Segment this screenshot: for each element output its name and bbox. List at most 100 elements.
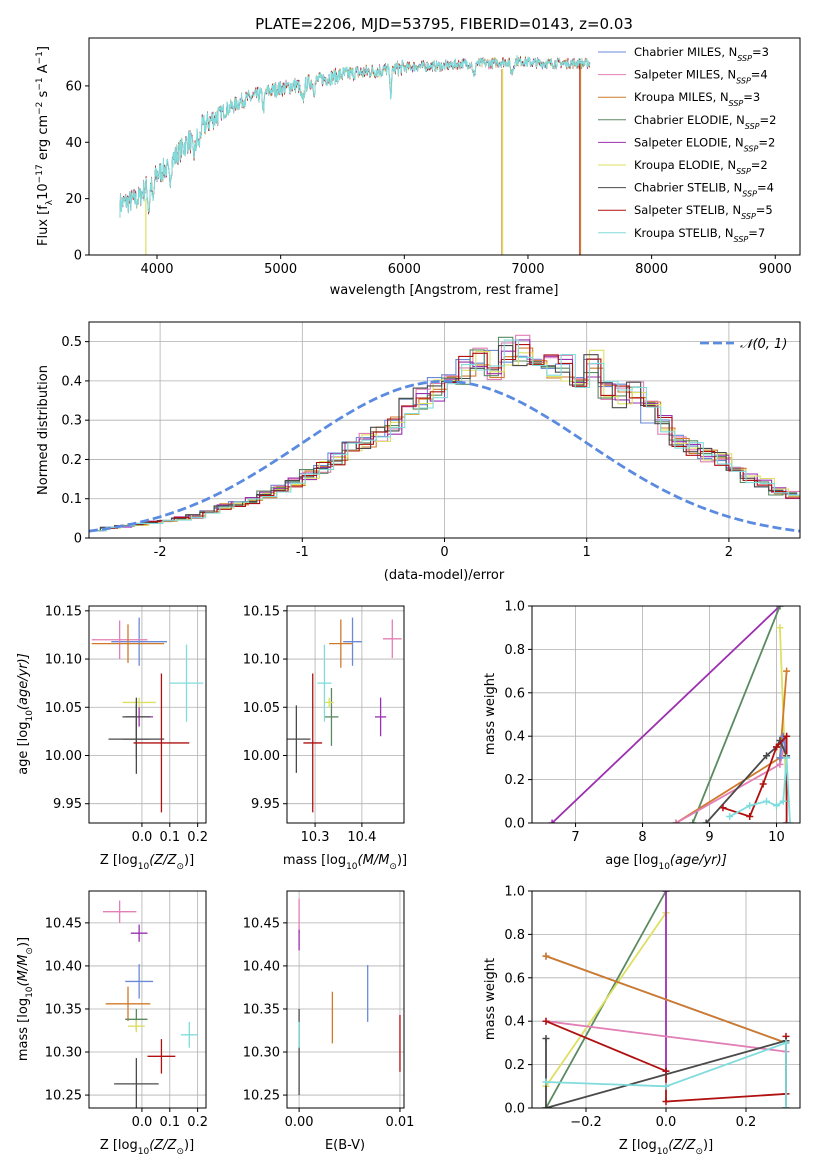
x-tick-label: 0.1 (159, 830, 180, 845)
spectrum-plot-area (119, 55, 591, 255)
weight-marker (662, 1082, 670, 1090)
y-tick-label: 10.40 (45, 959, 82, 974)
y-tick-label: 10.00 (45, 749, 82, 764)
y-tick-label: 1.0 (504, 885, 525, 900)
weight-line (722, 733, 788, 823)
y-tick-label: 0.4 (504, 730, 525, 745)
legend-entry: Chabrier STELIB, NSSP=4 (634, 181, 774, 199)
legend-entry: Salpeter ELODIE, NSSP=2 (634, 135, 775, 153)
errorbar-point (343, 617, 362, 666)
errorbar-point (147, 1039, 176, 1074)
y-tick-label: 10.45 (45, 916, 82, 931)
weight-marker (726, 812, 734, 820)
x-tick-label: 6000 (388, 262, 421, 277)
weight-marker (542, 952, 550, 960)
weight-line (551, 606, 781, 823)
mass-vs-Z-plot-area (102, 900, 198, 1108)
weight-marker (773, 802, 781, 810)
age-vs-mass-plot-area (287, 617, 402, 813)
weight-marker (542, 1104, 550, 1108)
y-tick-label: 10.10 (45, 653, 82, 668)
errorbar-point (111, 617, 167, 666)
weight-vs-age-axes: 7 8 9 10 0.0 0.2 0.4 0.6 0.8 1.0 (504, 600, 800, 845)
x-tick-label: 0.1 (159, 1115, 180, 1130)
x-tick-label: 0.2 (187, 1115, 208, 1130)
spectrum-legend: Chabrier MILES, NSSP=3 Salpeter MILES, NS… (598, 45, 776, 243)
y-tick-label: 9.95 (53, 797, 82, 812)
y-axis-label: mass [log10(M/M⊙)] (16, 937, 35, 1061)
errorbar-point (374, 697, 387, 737)
x-tick-label: -1 (296, 545, 309, 560)
x-axis-label: age [log10(age/yr)] (605, 853, 727, 872)
weight-marker (776, 754, 784, 762)
y-tick-label: 10.45 (243, 916, 280, 931)
y-tick-label: 9.95 (251, 797, 280, 812)
weight-marker (542, 1035, 550, 1043)
weight-line (691, 606, 781, 823)
residuals-plot-area (89, 334, 800, 533)
residuals-axes: -2 -1 0 1 2 0 0.1 0.2 0.3 0.4 0.5 (61, 322, 800, 560)
x-axis-label: (data-model)/error (384, 568, 505, 583)
x-tick-label: 8 (638, 830, 646, 845)
weight-marker (548, 819, 556, 823)
y-tick-label: 10.05 (45, 701, 82, 716)
y-tick-label: 0.4 (61, 374, 82, 389)
legend-entry: Chabrier MILES, NSSP=3 (634, 45, 769, 63)
errorbar-point (114, 1058, 159, 1108)
errorbar-point (102, 900, 137, 923)
y-axis-label: Flux [fλ10−17 erg cm−2 s−1 A−1] (35, 46, 55, 246)
x-tick-label: 0.0 (132, 830, 153, 845)
weight-marker (763, 752, 770, 760)
weight-vs-Z-frame (531, 890, 801, 1109)
age-vs-Z-axes: 0.0 0.1 0.2 9.95 10.00 10.05 10.10 10.15 (45, 604, 208, 845)
legend-entry: Chabrier ELODIE, NSSP=2 (634, 113, 776, 131)
x-axis-label: wavelength [Angstrom, rest frame] (330, 283, 559, 298)
errorbar-point (133, 673, 190, 813)
weight-marker (542, 1078, 550, 1086)
histogram-step (91, 339, 800, 532)
legend-entry: Kroupa STELIB, NSSP=7 (634, 226, 765, 244)
weight-marker (759, 780, 767, 788)
mass-vs-ebv-frame (286, 890, 405, 1109)
legend-entry: Salpeter STELIB, NSSP=5 (634, 203, 773, 221)
y-tick-label: 0.3 (61, 414, 82, 429)
weight-marker (776, 624, 784, 632)
y-tick-label: 10.35 (45, 1002, 82, 1017)
y-tick-label: 0.8 (504, 643, 525, 658)
spectrum-frame (88, 37, 801, 256)
weight-line (545, 1020, 787, 1053)
errorbar-point (130, 924, 148, 942)
legend-entry: Kroupa ELODIE, NSSP=2 (634, 158, 768, 176)
errorbar-point (122, 697, 151, 737)
y-axis-label: mass weight (483, 958, 498, 1040)
mass-vs-Z-frame (88, 890, 207, 1109)
y-axis-label: Normed distribution (36, 365, 51, 495)
errorbar-point (128, 1020, 145, 1033)
weight-marker (689, 819, 697, 823)
weight-marker (776, 606, 784, 610)
weight-marker (702, 819, 710, 823)
y-tick-label: 60 (65, 79, 82, 94)
mass-vs-Z-axes: 0.0 0.1 0.2 10.25 10.30 10.35 10.40 10.45 (45, 891, 208, 1130)
y-tick-label: 0.0 (504, 1102, 525, 1117)
weight-marker (786, 819, 794, 823)
x-tick-label: 8000 (635, 262, 668, 277)
y-tick-label: 10.30 (45, 1046, 82, 1061)
x-tick-label: 0.00 (285, 1115, 314, 1130)
y-tick-label: 0.4 (504, 1015, 525, 1030)
errorbar-point (105, 986, 151, 1022)
spectrum-line (119, 55, 591, 218)
legend-entry: Kroupa MILES, NSSP=3 (634, 90, 760, 108)
weight-marker (746, 802, 754, 810)
y-tick-label: 0.2 (504, 1058, 525, 1073)
errorbar-point (91, 624, 165, 663)
y-tick-label: 0.6 (504, 971, 525, 986)
weight-vs-age-frame (531, 605, 801, 824)
weight-marker (782, 1039, 790, 1047)
age-vs-mass-axes: 10.3 10.4 9.95 10.00 10.05 10.10 10.15 (243, 604, 404, 845)
y-tick-label: 0.0 (504, 817, 525, 832)
weight-marker (662, 1097, 670, 1105)
weight-marker (776, 760, 784, 768)
weight-line (675, 671, 788, 823)
y-tick-label: 10.00 (243, 749, 280, 764)
